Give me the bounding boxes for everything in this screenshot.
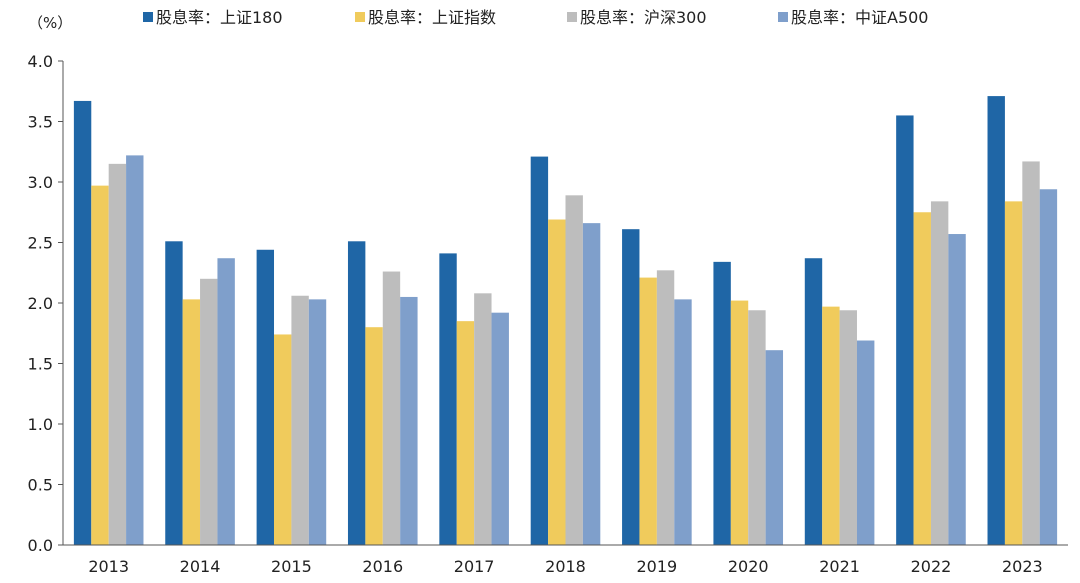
bar: [182, 299, 201, 545]
legend-label: 股息率：上证180: [156, 8, 283, 27]
bar: [530, 156, 549, 545]
bar: [948, 234, 966, 545]
bar: [804, 258, 823, 545]
bar: [674, 299, 692, 545]
x-tick-label: 2018: [545, 557, 586, 576]
bar: [1022, 161, 1040, 545]
y-unit-label: （%）: [28, 14, 72, 32]
x-tick-label: 2021: [819, 557, 860, 576]
y-tick-label: 3.0: [28, 173, 53, 192]
bar: [73, 100, 92, 546]
series-4: [126, 155, 1058, 545]
y-tick-label: 3.5: [28, 113, 53, 132]
bar: [382, 271, 401, 545]
legend-item: 股息率：沪深300: [567, 8, 707, 27]
bar: [930, 201, 949, 546]
bar: [365, 327, 383, 545]
y-tick-label: 0.5: [28, 476, 53, 495]
bar: [1039, 189, 1058, 545]
bar: [622, 229, 640, 545]
bar: [256, 249, 275, 545]
y-tick-label: 2.5: [28, 234, 53, 253]
x-tick-label: 2017: [454, 557, 495, 576]
bar: [548, 219, 566, 545]
bar: [856, 340, 875, 545]
bar: [987, 96, 1005, 545]
bar: [491, 312, 509, 545]
bar: [748, 310, 766, 545]
bar: [896, 115, 914, 545]
bar: [713, 261, 731, 545]
bar: [347, 241, 366, 546]
bar: [291, 295, 309, 545]
legend-item: 股息率：上证指数: [355, 8, 496, 27]
bar: [456, 321, 475, 545]
x-tick-label: 2019: [637, 557, 678, 576]
legend-label: 股息率：上证指数: [368, 8, 496, 27]
y-tick-label: 1.0: [28, 415, 53, 434]
y-tick-label: 1.5: [28, 355, 53, 374]
series-2: [91, 185, 1023, 546]
x-tick-label: 2020: [728, 557, 769, 576]
bar: [913, 212, 931, 545]
bar: [274, 334, 292, 545]
bar: [565, 195, 583, 545]
legend-swatch: [143, 12, 153, 22]
legend-item: 股息率：上证180: [143, 8, 283, 27]
legend-swatch: [567, 12, 577, 22]
bar: [108, 163, 127, 545]
bar: [200, 278, 218, 545]
x-axis: 2013 2014 2015 2016 2017 2018 2019 2020 2021 2022…: [63, 544, 1068, 576]
y-tick-label: 4.0: [28, 52, 53, 71]
bar: [765, 350, 784, 545]
bar: [308, 299, 327, 545]
bar: [474, 293, 492, 545]
x-tick-label: 2013: [88, 557, 129, 576]
y-axis: 0.0 0.5 1.0 1.5 2.0 2.5 3.0 3.5 4.0: [28, 52, 64, 555]
legend-swatch: [355, 12, 365, 22]
bar: [91, 185, 109, 545]
y-tick-label: 0.0: [28, 536, 53, 555]
series-3: [108, 161, 1040, 546]
bar: [217, 258, 235, 545]
x-tick-label: 2023: [1002, 557, 1043, 576]
x-tick-label: 2015: [271, 557, 312, 576]
bar: [639, 277, 657, 545]
bar: [165, 241, 183, 546]
bar: [439, 253, 457, 545]
bar: [1004, 201, 1023, 546]
bar: [822, 306, 840, 545]
bar: [582, 223, 601, 545]
bar: [126, 155, 144, 545]
legend-label: 股息率：沪深300: [580, 8, 707, 27]
legend-item: 股息率：中证A500: [778, 8, 929, 27]
legend: 股息率：上证180 股息率：上证指数 股息率：沪深300 股息率：中证A500: [143, 8, 929, 27]
bar: [656, 270, 675, 545]
series-1: [73, 96, 1005, 546]
y-tick-label: 2.0: [28, 294, 53, 313]
legend-swatch: [778, 12, 788, 22]
x-tick-label: 2022: [911, 557, 952, 576]
bar: [400, 296, 418, 545]
bar: [730, 300, 749, 545]
bars: [73, 96, 1058, 546]
x-tick-label: 2016: [362, 557, 403, 576]
legend-label: 股息率：中证A500: [791, 8, 929, 27]
x-tick-label: 2014: [180, 557, 221, 576]
bar: [839, 310, 857, 545]
